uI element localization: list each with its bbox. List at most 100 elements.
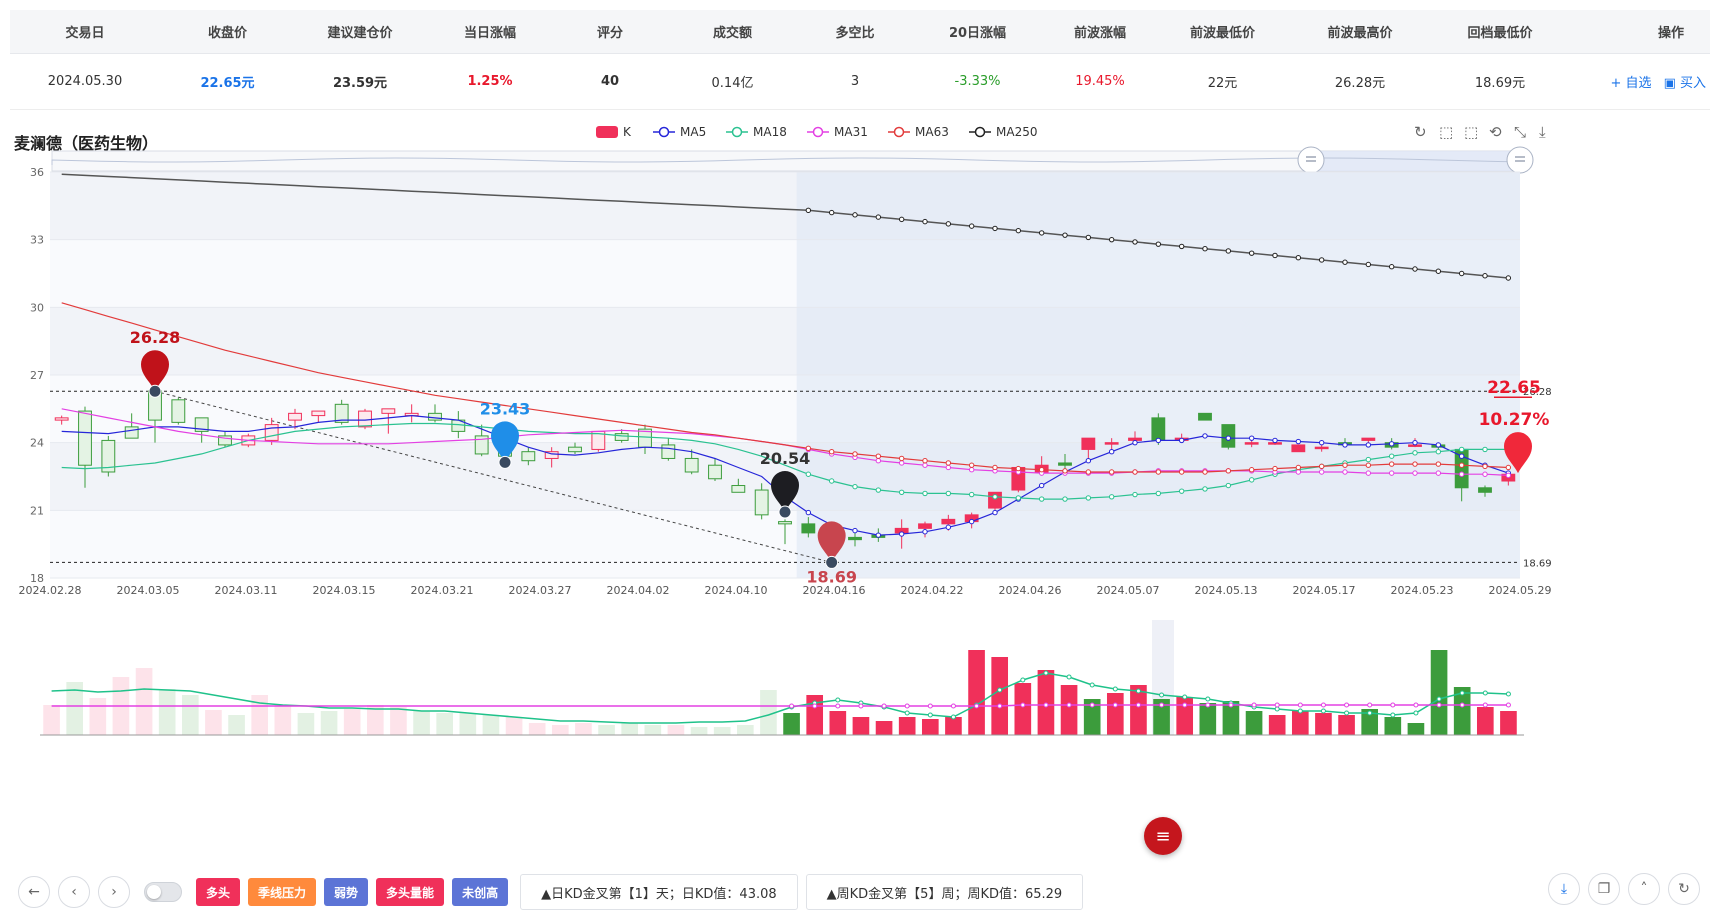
volume-bar — [274, 705, 292, 735]
download-icon: ⤓ — [1560, 881, 1568, 897]
volume-bar — [829, 711, 847, 735]
restore-icon: ⟲ — [1489, 123, 1502, 141]
bottom-toolbar: ← ‹ › 多头 季线压力 弱势 多头量能 未创高 ▲日KD金叉第【1】天；日K… — [18, 873, 1084, 911]
tag-season-pressure[interactable]: 季线压力 — [248, 878, 317, 906]
legend-ma250-dot — [974, 126, 986, 138]
volume-bar — [135, 668, 153, 735]
volume-bar — [1245, 711, 1263, 735]
ma-point-ma31 — [1365, 470, 1372, 476]
ma-point-ma31 — [1318, 469, 1325, 475]
volume-vma2-point — [1135, 702, 1141, 708]
ma-point-ma250 — [898, 216, 905, 223]
candle-body — [1361, 437, 1376, 441]
ma-line-ma250 — [61, 173, 1509, 279]
ma-point-ma5 — [805, 509, 812, 516]
download-button[interactable]: ⤓ — [1548, 873, 1580, 905]
ma-point-ma31 — [1505, 472, 1512, 479]
tag-weak[interactable]: 弱势 — [324, 878, 369, 906]
refresh-icon: ↻ — [1414, 123, 1427, 141]
ma-point-ma5 — [1435, 442, 1442, 448]
tag-no-new-high[interactable]: 未创高 — [452, 878, 509, 906]
mode-toggle[interactable] — [144, 882, 182, 902]
ma-point-ma63 — [1132, 469, 1138, 475]
table-header-row: 交易日 收盘价 建议建仓价 当日涨幅 评分 成交额 多空比 20日涨幅 前波涨幅… — [10, 10, 1710, 54]
slider-handle-left — [1297, 146, 1325, 174]
ma-point-ma5 — [968, 518, 975, 525]
volume-vma2-point — [1228, 702, 1234, 708]
menu-fab-button[interactable]: ≡ — [1144, 817, 1182, 855]
volume-bar — [1199, 703, 1217, 735]
ma-point-ma63 — [828, 448, 835, 455]
ma-point-ma250 — [1178, 243, 1185, 250]
volume-vma1-point — [1182, 694, 1188, 700]
ma-point-ma5 — [1295, 438, 1302, 445]
ma-point-ma63 — [1435, 461, 1442, 467]
ma-point-ma63 — [1248, 467, 1255, 473]
ma-point-ma5 — [1085, 458, 1092, 464]
main-chart[interactable]: K MA5 MA18 MA31 MA63 MA250 ↻ ⬚ ⬚ ⟲ ⤡ ⤓ 36 33 30 27 24 2… — [0, 120, 1720, 865]
scroll-top-button[interactable]: ˄ — [1628, 873, 1660, 905]
candle-body — [474, 435, 489, 455]
ma-point-ma63 — [1388, 461, 1395, 467]
candle-body — [428, 412, 442, 421]
ma-point-ma5 — [945, 524, 952, 530]
y-tick-label: 21 — [30, 504, 44, 517]
ma-point-ma18 — [1155, 490, 1162, 497]
ma-point-ma5 — [1038, 482, 1045, 489]
y-tick-label: 33 — [30, 234, 44, 247]
datazoom-slider[interactable] — [51, 146, 1534, 174]
tag-bull[interactable]: 多头 — [196, 878, 241, 906]
low-left-marker: 20.54 — [760, 449, 810, 519]
candle-body — [101, 439, 116, 473]
ma-point-ma250 — [1155, 241, 1162, 247]
arrow-left-icon: ← — [28, 884, 40, 900]
prev-button[interactable]: ‹ — [58, 876, 90, 908]
buy-button[interactable]: ▣ 买入 — [1664, 72, 1706, 91]
volume-bar — [482, 715, 500, 735]
ma-point-ma250 — [1132, 239, 1138, 245]
x-tick-label: 2024.03.11 — [215, 584, 278, 597]
ma-point-ma250 — [1412, 266, 1418, 272]
ma-point-ma63 — [1155, 469, 1162, 475]
volume-bar — [89, 698, 107, 735]
ma-point-ma18 — [1132, 491, 1138, 498]
back-button[interactable]: ← — [18, 876, 50, 908]
x-tick-label: 2024.04.10 — [705, 584, 768, 597]
ma-point-ma63 — [1458, 462, 1465, 468]
volume-bar — [945, 717, 962, 735]
volume-vma2-point — [1043, 702, 1049, 708]
tag-bull-volume[interactable]: 多头量能 — [376, 878, 445, 906]
cell-pullback-low: 18.69元 — [1474, 76, 1526, 91]
volume-bar — [1500, 711, 1517, 735]
high-marker-dot — [148, 384, 162, 398]
ma-point-ma5 — [1178, 437, 1185, 444]
x-tick-label: 2024.05.07 — [1097, 584, 1160, 597]
ma-point-ma250 — [805, 207, 812, 214]
ma-point-ma63 — [1272, 465, 1278, 472]
candle-body — [358, 410, 372, 428]
copy-button[interactable]: ❐ — [1588, 873, 1620, 905]
buy-icon: ▣ — [1663, 76, 1680, 91]
last-price-label: 22.65 — [1487, 378, 1541, 398]
add-watchlist-button[interactable]: + 自选 — [1610, 76, 1652, 91]
ma-point-ma31 — [875, 458, 882, 464]
next-button[interactable]: › — [98, 876, 130, 908]
volume-vma1-point — [1436, 696, 1442, 702]
x-tick-label: 2024.02.28 — [19, 584, 82, 597]
ma-point-ma18 — [1458, 446, 1465, 453]
volume-bar — [783, 713, 800, 735]
th-prev-wave-low: 前波最低价 — [1189, 26, 1255, 41]
volume-bar — [528, 723, 546, 735]
candle-body — [918, 523, 932, 529]
ma-point-ma5 — [1318, 439, 1325, 446]
ma-point-ma18 — [898, 489, 905, 495]
refresh-button[interactable]: ↻ — [1668, 873, 1700, 905]
volume-bar — [251, 695, 269, 735]
week-kd-info: ▲周KD金叉第【5】周；周KD值：65.29 — [805, 874, 1084, 910]
volume-bar — [713, 727, 731, 735]
candle-body — [288, 412, 302, 421]
ma-point-ma63 — [1295, 464, 1302, 471]
volume-vma1-point — [1066, 674, 1072, 680]
volume-vma1-point — [1043, 670, 1049, 676]
